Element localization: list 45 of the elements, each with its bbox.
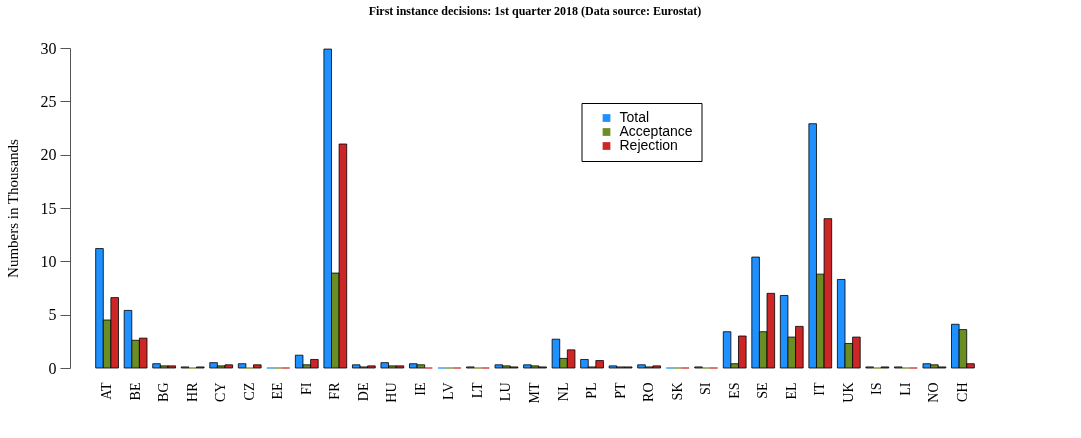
bar <box>253 364 262 369</box>
x-tick-label: ES <box>726 382 742 399</box>
x-tick-label: BG <box>156 382 172 402</box>
x-tick-label: NL <box>555 382 571 402</box>
x-tick-label: MT <box>527 382 542 404</box>
x-tick-label: EE <box>270 382 286 400</box>
legend-label: Rejection <box>619 137 678 153</box>
x-tick-label: LI <box>897 382 913 396</box>
x-tick-label: CH <box>954 382 970 402</box>
legend-label: Total <box>619 109 650 125</box>
y-tick-label: 15 <box>40 199 57 217</box>
y-tick-label: 30 <box>40 39 57 57</box>
y-tick-label: 10 <box>40 252 57 270</box>
x-tick-label: BE <box>127 382 143 401</box>
chart-title: First instance decisions: 1st quarter 2018 (Data source: Eurostat) <box>368 4 702 18</box>
x-tick-label: AT <box>99 382 115 400</box>
x-tick-label: SE <box>755 382 771 399</box>
x-tick-label: HU <box>384 382 400 403</box>
bar <box>237 363 247 369</box>
x-tick-label: SK <box>669 382 685 401</box>
x-tick-label: RO <box>641 382 657 402</box>
x-tick-label: DE <box>355 382 371 402</box>
x-tick-label: IT <box>812 382 828 396</box>
x-tick-label: PL <box>584 382 600 399</box>
y-tick-label: 5 <box>48 306 57 324</box>
x-tick-label: HR <box>184 381 200 402</box>
x-tick-label: LT <box>469 382 485 399</box>
x-tick-label: CY <box>213 382 229 402</box>
y-tick-label: 0 <box>48 359 57 377</box>
x-tick-label: LU <box>498 382 514 402</box>
x-tick-label: IS <box>869 382 885 395</box>
x-tick-label: CZ <box>241 382 257 401</box>
x-tick-label: NO <box>926 382 942 403</box>
x-tick-label: FI <box>298 382 314 395</box>
legend-label: Acceptance <box>619 123 693 139</box>
y-tick-label: 20 <box>40 146 57 164</box>
y-axis-title: Numbers in Thousands <box>4 138 21 278</box>
x-tick-label: EL <box>783 382 799 400</box>
x-tick-label: IE <box>412 382 428 396</box>
x-tick-label: FR <box>327 381 343 400</box>
x-tick-label: SI <box>698 382 714 395</box>
x-tick-label: UK <box>840 382 856 403</box>
y-tick-label: 25 <box>40 92 57 110</box>
x-tick-label: PT <box>612 382 628 399</box>
x-tick-label: LV <box>441 382 457 400</box>
